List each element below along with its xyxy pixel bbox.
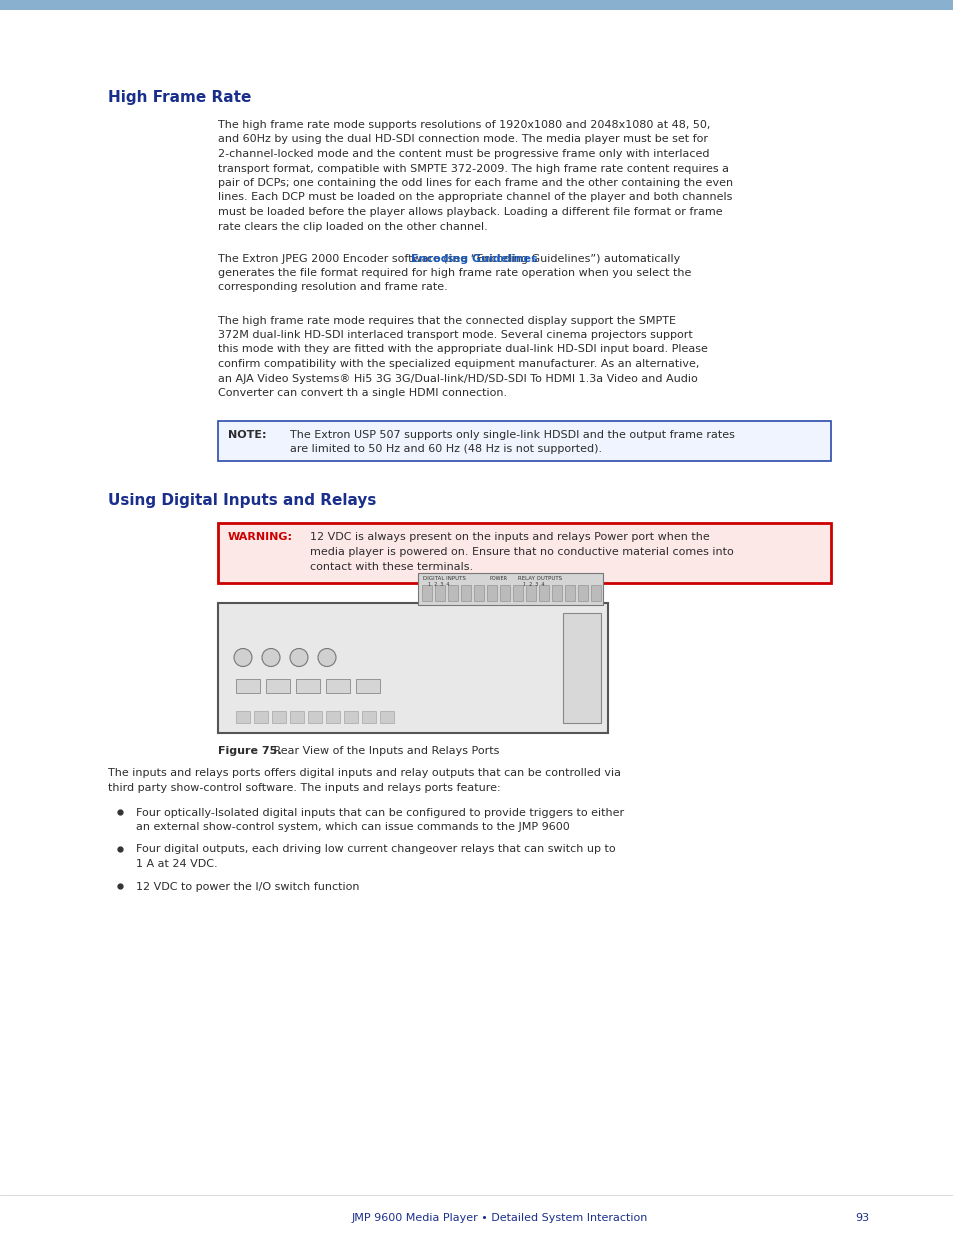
Circle shape xyxy=(290,648,308,667)
Text: lines. Each DCP must be loaded on the appropriate channel of the player and both: lines. Each DCP must be loaded on the ap… xyxy=(218,193,732,203)
Text: confirm compatibility with the specialized equipment manufacturer. As an alterna: confirm compatibility with the specializ… xyxy=(218,359,699,369)
Bar xyxy=(435,584,444,600)
Bar xyxy=(272,710,286,722)
Circle shape xyxy=(262,648,280,667)
Bar xyxy=(499,584,510,600)
Text: 12 VDC is always present on the inputs and relays Power port when the: 12 VDC is always present on the inputs a… xyxy=(310,532,709,542)
Bar xyxy=(448,584,457,600)
Text: media player is powered on. Ensure that no conductive material comes into: media player is powered on. Ensure that … xyxy=(310,547,733,557)
Bar xyxy=(417,573,602,604)
Bar xyxy=(344,710,357,722)
Text: and 60Hz by using the dual HD-SDI connection mode. The media player must be set : and 60Hz by using the dual HD-SDI connec… xyxy=(218,135,707,144)
Text: 1  2  3  4: 1 2 3 4 xyxy=(522,583,544,588)
Text: The high frame rate mode supports resolutions of 1920x1080 and 2048x1080 at 48, : The high frame rate mode supports resolu… xyxy=(218,120,710,130)
Bar xyxy=(578,584,587,600)
Bar xyxy=(295,678,319,693)
Text: WARNING:: WARNING: xyxy=(228,532,293,542)
Text: 12 VDC to power the I/O switch function: 12 VDC to power the I/O switch function xyxy=(136,882,359,892)
Text: transport format, compatible with SMPTE 372-2009. The high frame rate content re: transport format, compatible with SMPTE … xyxy=(218,163,728,173)
Bar xyxy=(0,0,953,10)
Text: DIGITAL INPUTS: DIGITAL INPUTS xyxy=(422,577,465,582)
Text: RELAY OUTPUTS: RELAY OUTPUTS xyxy=(517,577,561,582)
Text: rate clears the clip loaded on the other channel.: rate clears the clip loaded on the other… xyxy=(218,221,487,231)
Text: 93: 93 xyxy=(854,1213,868,1223)
Text: NOTE:: NOTE: xyxy=(228,430,266,440)
Text: POWER: POWER xyxy=(490,577,507,582)
Bar xyxy=(308,710,322,722)
Bar xyxy=(379,710,394,722)
Text: an AJA Video Systems® Hi5 3G 3G/Dual-link/HD/SD-SDI To HDMI 1.3a Video and Audio: an AJA Video Systems® Hi5 3G 3G/Dual-lin… xyxy=(218,373,697,384)
Bar xyxy=(525,584,536,600)
Text: Figure 75.: Figure 75. xyxy=(218,746,281,757)
Text: this mode with they are fitted with the appropriate dual-link HD-SDI input board: this mode with they are fitted with the … xyxy=(218,345,707,354)
Bar xyxy=(460,584,471,600)
Bar xyxy=(355,678,379,693)
Text: JMP 9600 Media Player • Detailed System Interaction: JMP 9600 Media Player • Detailed System … xyxy=(352,1213,647,1223)
Text: an external show-control system, which can issue commands to the JMP 9600: an external show-control system, which c… xyxy=(136,823,569,832)
Bar xyxy=(218,420,830,461)
Text: 1  2  3  4: 1 2 3 4 xyxy=(428,583,449,588)
Text: The high frame rate mode requires that the connected display support the SMPTE: The high frame rate mode requires that t… xyxy=(218,315,676,326)
Circle shape xyxy=(317,648,335,667)
Text: The Extron JPEG 2000 Encoder software (see “Encoding Guidelines”) automatically
: The Extron JPEG 2000 Encoder software (s… xyxy=(218,254,691,293)
Bar xyxy=(552,584,561,600)
Bar xyxy=(562,613,600,722)
Bar xyxy=(486,584,497,600)
Text: Four optically-Isolated digital inputs that can be configured to provide trigger: Four optically-Isolated digital inputs t… xyxy=(136,808,623,818)
Bar xyxy=(290,710,304,722)
Text: pair of DCPs; one containing the odd lines for each frame and the other containi: pair of DCPs; one containing the odd lin… xyxy=(218,178,732,188)
Circle shape xyxy=(233,648,252,667)
Bar xyxy=(253,710,268,722)
Bar xyxy=(266,678,290,693)
Text: 1 A at 24 VDC.: 1 A at 24 VDC. xyxy=(136,860,217,869)
Text: Four digital outputs, each driving low current changeover relays that can switch: Four digital outputs, each driving low c… xyxy=(136,845,615,855)
Bar xyxy=(538,584,548,600)
Text: must be loaded before the player allows playback. Loading a different file forma: must be loaded before the player allows … xyxy=(218,207,721,217)
Text: The inputs and relays ports offers digital inputs and relay outputs that can be : The inputs and relays ports offers digit… xyxy=(108,768,620,778)
Bar xyxy=(564,584,575,600)
Text: are limited to 50 Hz and 60 Hz (48 Hz is not supported).: are limited to 50 Hz and 60 Hz (48 Hz is… xyxy=(290,445,601,454)
Bar xyxy=(326,710,339,722)
Bar xyxy=(421,584,432,600)
Text: Encoding Guidelines: Encoding Guidelines xyxy=(411,254,537,264)
Bar xyxy=(235,710,250,722)
Text: Converter can convert th a single HDMI connection.: Converter can convert th a single HDMI c… xyxy=(218,388,507,398)
Bar xyxy=(218,522,830,583)
Text: The Extron USP 507 supports only single-link HDSDI and the output frame rates: The Extron USP 507 supports only single-… xyxy=(290,430,734,440)
Bar xyxy=(235,678,260,693)
Bar xyxy=(474,584,483,600)
Text: Using Digital Inputs and Relays: Using Digital Inputs and Relays xyxy=(108,493,376,508)
Bar xyxy=(590,584,600,600)
Bar xyxy=(361,710,375,722)
Text: contact with these terminals.: contact with these terminals. xyxy=(310,562,473,572)
Bar xyxy=(218,603,607,732)
Text: third party show-control software. The inputs and relays ports feature:: third party show-control software. The i… xyxy=(108,783,500,793)
Bar xyxy=(326,678,350,693)
Text: Rear View of the Inputs and Relays Ports: Rear View of the Inputs and Relays Ports xyxy=(270,746,498,757)
Text: 2-channel-locked mode and the content must be progressive frame only with interl: 2-channel-locked mode and the content mu… xyxy=(218,149,709,159)
Text: 372M dual-link HD-SDI interlaced transport mode. Several cinema projectors suppo: 372M dual-link HD-SDI interlaced transpo… xyxy=(218,330,692,340)
Text: High Frame Rate: High Frame Rate xyxy=(108,90,251,105)
Bar xyxy=(513,584,522,600)
